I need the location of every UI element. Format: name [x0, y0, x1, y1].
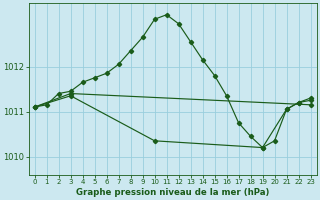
X-axis label: Graphe pression niveau de la mer (hPa): Graphe pression niveau de la mer (hPa)	[76, 188, 269, 197]
